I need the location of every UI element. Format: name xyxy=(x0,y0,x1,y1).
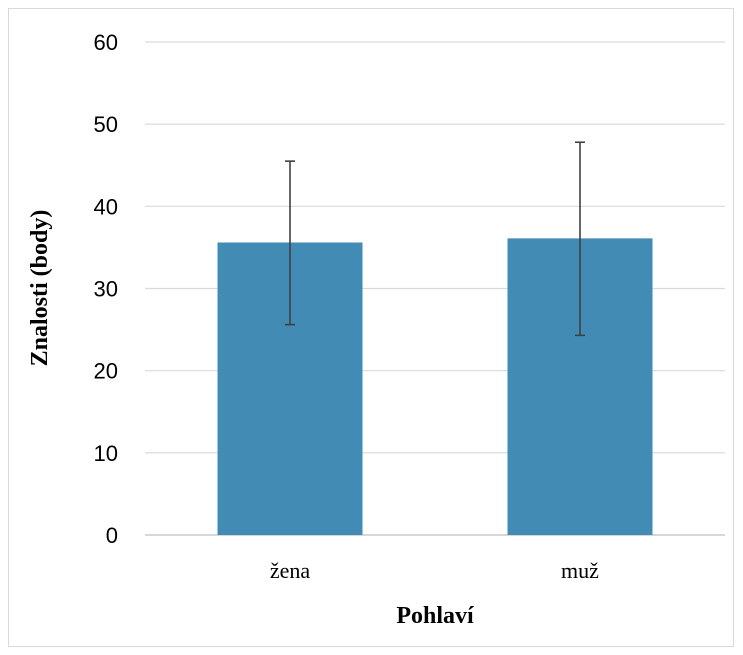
y-tick-label: 20 xyxy=(94,359,118,384)
bars xyxy=(217,238,653,535)
x-category-labels: žena muž xyxy=(270,558,599,583)
y-tick-labels: 0 10 20 30 40 50 60 xyxy=(94,30,118,548)
y-tick-label: 0 xyxy=(106,523,118,548)
x-axis-title: Pohlaví xyxy=(396,603,474,629)
y-tick-label: 10 xyxy=(94,441,118,466)
y-tick-label: 60 xyxy=(94,30,118,55)
error-bar xyxy=(285,160,295,326)
y-tick-label: 40 xyxy=(94,194,118,219)
y-tick-label: 30 xyxy=(94,277,118,302)
error-bar xyxy=(575,141,585,337)
x-category-label: žena xyxy=(270,558,311,583)
error-bars xyxy=(285,141,585,337)
x-category-label: muž xyxy=(561,558,599,583)
y-tick-label: 50 xyxy=(94,112,118,137)
y-axis-title: Znalosti (body) xyxy=(27,210,53,367)
